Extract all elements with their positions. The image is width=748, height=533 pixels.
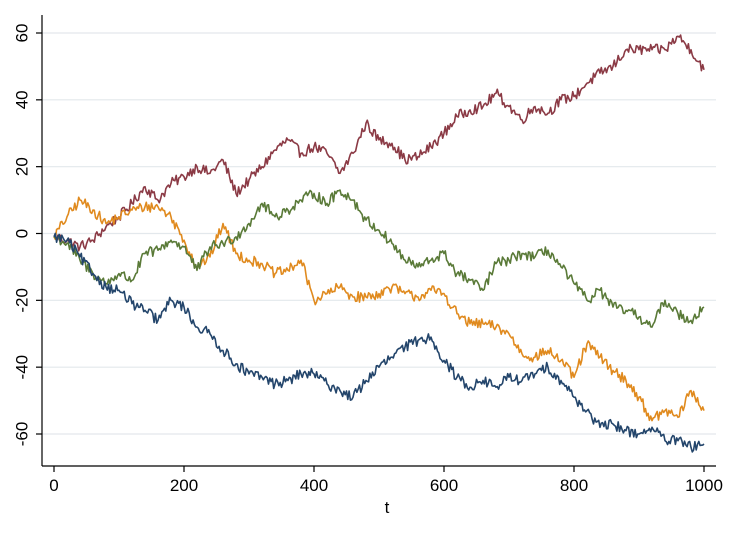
y-tick-label-0: -60 [13,422,32,447]
series-layer [53,34,705,453]
series-line-3 [53,232,705,453]
y-tick-label-3: 0 [13,229,32,238]
series-line-1 [53,196,705,422]
x-tick-label-1: 200 [170,476,198,495]
x-axis-title: t [385,498,390,517]
x-tick-label-2: 400 [300,476,328,495]
y-tick-label-2: -20 [13,288,32,313]
y-tick-label-5: 40 [13,90,32,109]
y-ticks: -60 -40 -20 0 20 40 60 [13,24,42,447]
x-tick-label-5: 1000 [685,476,723,495]
x-tick-label-4: 800 [560,476,588,495]
x-tick-label-3: 600 [430,476,458,495]
x-tick-label-0: 0 [49,476,58,495]
gridlines [42,32,716,435]
series-line-0 [53,34,705,252]
y-tick-label-1: -40 [13,355,32,380]
axes [41,15,716,467]
y-tick-label-6: 60 [13,24,32,43]
y-tick-label-4: 20 [13,157,32,176]
x-ticks: 0 200 400 600 800 1000 [49,466,723,495]
series-line-2 [53,189,705,328]
